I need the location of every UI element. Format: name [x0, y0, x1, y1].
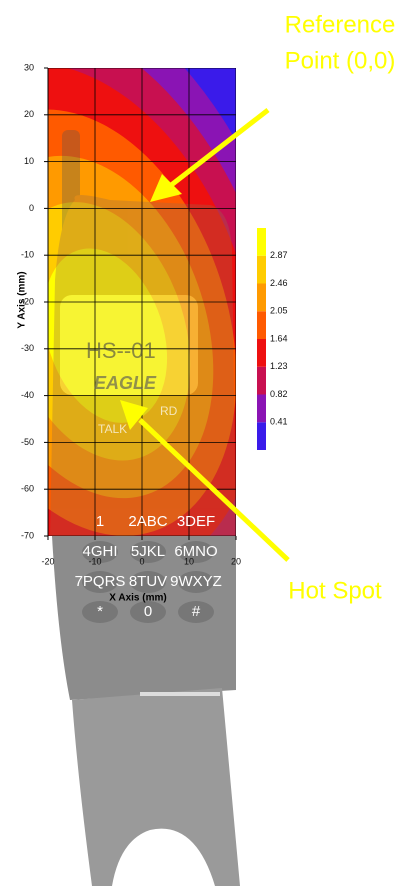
phone-flip — [72, 688, 240, 886]
colorbar-segment — [257, 394, 266, 423]
colorbar-label: 1.64 — [270, 333, 288, 343]
annotation-line: Reference — [285, 11, 396, 38]
colorbar-label: 1.23 — [270, 361, 288, 371]
key-label: # — [192, 603, 201, 620]
y-tick-label: 30 — [24, 62, 34, 72]
key-label: * — [97, 603, 103, 620]
x-tick-label: 20 — [231, 556, 241, 566]
y-tick-label: -50 — [21, 437, 34, 447]
colorbar-label: 0.82 — [270, 389, 288, 399]
key-label: 1 — [96, 513, 104, 530]
x-tick-label: -20 — [41, 556, 54, 566]
y-tick-label: -30 — [21, 343, 34, 353]
key — [178, 601, 214, 623]
x-tick-label: 10 — [184, 556, 194, 566]
key — [82, 541, 118, 563]
phone-display: HS--01 — [86, 338, 156, 363]
key-label: 5JKL — [131, 543, 165, 560]
arrow — [138, 418, 290, 562]
x-tick-label: -10 — [88, 556, 101, 566]
y-tick-label: -70 — [21, 530, 34, 540]
colorbar: 0.41 0.82 1.23 1.64 2.05 2.46 2.87 — [257, 228, 288, 450]
colorbar-label: 2.46 — [270, 278, 288, 288]
colorbar-label: 0.41 — [270, 417, 288, 427]
annotation: Hot Spot — [288, 577, 382, 604]
key-label: 0 — [144, 603, 152, 620]
axes: -70 -60 -50 -40 -30 -20 -10 0 10 20 30 -20 -10 0 10 20 — [21, 62, 241, 566]
y-tick-label: -40 — [21, 390, 34, 400]
colorbar-segment — [257, 255, 266, 284]
y-tick-label: 10 — [24, 156, 34, 166]
annotations: Reference Point (0,0) Hot Spot — [285, 11, 396, 604]
key — [130, 541, 166, 563]
colorbar-label: 2.87 — [270, 250, 288, 260]
phone-talk: TALK — [98, 422, 127, 436]
key — [130, 601, 166, 623]
key-label: 6MNO — [174, 543, 217, 560]
key-label: 7PQRS — [75, 573, 126, 590]
key-label: 3DEF — [177, 513, 215, 530]
x-axis-label: X Axis (mm) — [109, 593, 166, 604]
colorbar-segment — [257, 422, 266, 450]
key-label: 4GHI — [82, 543, 117, 560]
y-tick-label: -60 — [21, 484, 34, 494]
arrowhead — [150, 174, 182, 202]
key — [178, 541, 214, 563]
phone-end: RD — [160, 404, 178, 418]
key — [82, 571, 118, 593]
y-tick-label: -20 — [21, 296, 34, 306]
key-label: 8TUV — [129, 573, 167, 590]
x-tick-label: 0 — [139, 556, 144, 566]
arrow — [168, 108, 270, 188]
key-label: 2ABC — [128, 513, 167, 530]
colorbar-segment — [257, 283, 266, 312]
y-tick-label: 20 — [24, 109, 34, 119]
key — [178, 571, 214, 593]
y-tick-label: 0 — [29, 203, 34, 213]
arrowhead — [120, 400, 148, 430]
key-label: 9WXYZ — [170, 573, 222, 590]
colorbar-segment — [257, 228, 266, 256]
phone-hinge — [140, 692, 220, 696]
colorbar-segment — [257, 311, 266, 339]
keys: 1 2ABC 3DEF 4GHI 5JKL 6MNO 7PQRS 8TUV 9WXYZ * 0 # — [75, 513, 222, 623]
colorbar-label: 2.05 — [270, 306, 288, 316]
colorbar-segment — [257, 339, 266, 367]
key — [82, 601, 118, 623]
contour — [48, 248, 168, 423]
y-tick-label: -10 — [21, 250, 34, 260]
grid — [48, 68, 236, 536]
annotation-line: Point (0,0) — [285, 47, 396, 74]
phone-upper — [50, 130, 236, 536]
colorbar-segment — [257, 366, 266, 395]
y-axis-label: Y Axis (mm) — [17, 271, 28, 328]
key — [130, 571, 166, 593]
phone-brand: EAGLE — [94, 373, 157, 393]
